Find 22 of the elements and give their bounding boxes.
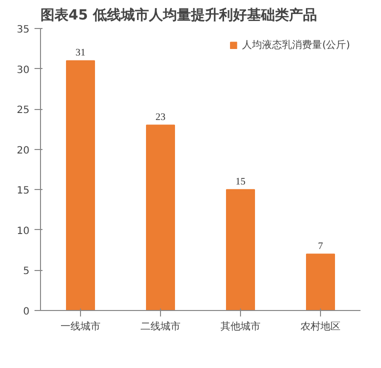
x-tick-label: 二线城市 [140,320,180,332]
chart-title: 图表45 低线城市人均量提升利好基础类产品 [40,6,317,24]
x-tick-label: 一线城市 [60,320,100,332]
bar [66,60,95,310]
bar [226,189,255,310]
x-tick-label: 其他城市 [220,320,260,332]
legend-label: 人均液态乳消费量(公斤) [242,38,350,52]
data-label: 31 [76,48,86,59]
y-tick-label: 35 [16,24,30,36]
y-tick-label: 20 [16,145,30,156]
bar [306,254,335,310]
y-tick-label: 10 [16,226,30,237]
y-tick-label: 5 [23,266,30,278]
bar [146,124,175,310]
data-label: 23 [156,112,166,124]
data-label: 15 [236,176,246,188]
y-tick-label: 15 [16,186,30,197]
data-label: 7 [318,241,323,252]
x-tick-label: 农村地区 [300,320,340,332]
y-tick-label: 0 [23,306,30,318]
y-tick-label: 25 [16,105,30,116]
y-tick-label: 30 [16,64,30,76]
